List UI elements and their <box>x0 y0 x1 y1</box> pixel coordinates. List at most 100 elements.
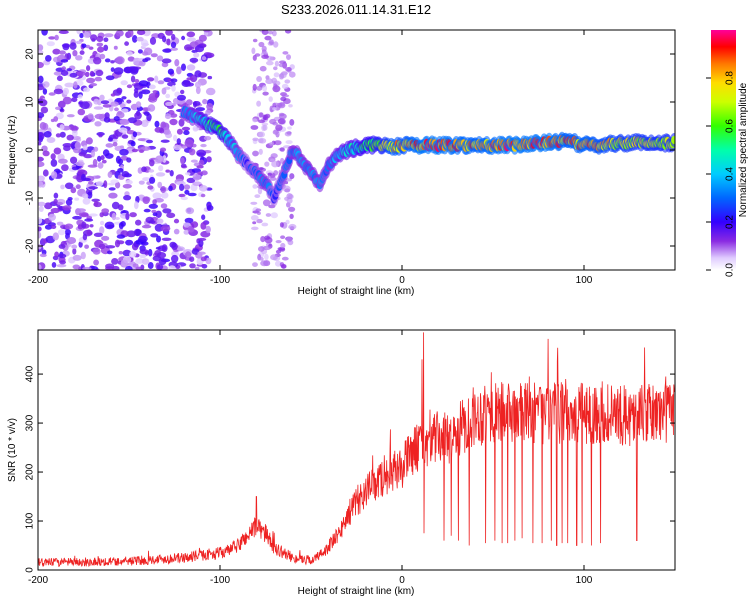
heatmap-noise-blob <box>258 131 265 138</box>
heatmap-noise-blob <box>173 228 180 235</box>
heatmap-noise-blob <box>178 118 185 127</box>
heatmap-noise-blob <box>115 155 121 164</box>
heatmap-noise-blob <box>76 71 86 76</box>
heatmap-noise-blob <box>187 37 196 42</box>
heatmap-noise-blob <box>113 116 120 122</box>
heatmap-noise-blob <box>286 236 293 243</box>
heatmap-noise-blob <box>127 30 134 37</box>
heatmap-noise-blob <box>154 93 159 99</box>
heatmap-noise-blob <box>259 65 267 72</box>
heatmap-noise-blob <box>254 194 261 199</box>
heatmap-noise-blob <box>113 45 118 50</box>
heatmap-noise-blob <box>75 55 83 61</box>
heatmap-noise-blob <box>170 47 178 51</box>
heatmap-noise-blob <box>156 218 164 224</box>
heatmap-noise-blob <box>205 109 212 116</box>
heatmap-noise-blob <box>264 253 269 261</box>
heatmap-noise-blob <box>92 248 101 255</box>
heatmap-noise-blob <box>154 120 160 128</box>
heatmap-noise-blob <box>169 113 178 118</box>
heatmap-noise-blob <box>72 254 82 261</box>
heatmap-noise-blob <box>198 34 207 42</box>
heatmap-noise-blob <box>164 113 172 120</box>
heatmap-noise-blob <box>206 156 212 163</box>
heatmap-noise-blob <box>185 207 195 215</box>
heatmap-noise-blob <box>85 137 93 145</box>
heatmap-noise-blob <box>281 256 289 261</box>
heatmap-noise-blob <box>252 262 258 267</box>
heatmap-noise-blob <box>141 166 147 173</box>
heatmap-noise-blob <box>160 186 167 193</box>
heatmap-noise-blob <box>154 75 159 83</box>
heatmap-noise-blob <box>285 140 293 145</box>
heatmap-noise-blob <box>110 67 115 72</box>
heatmap-noise-blob <box>60 59 69 63</box>
heatmap-noise-blob <box>93 146 99 152</box>
heatmap-noise-blob <box>38 201 46 207</box>
snr-frame <box>37 329 676 571</box>
heatmap-noise-blob <box>262 91 269 96</box>
heatmap-noise-blob <box>38 99 48 107</box>
heatmap-noise-blob <box>103 116 111 123</box>
heatmap-noise-blob <box>38 50 44 55</box>
heatmap-noise-blob <box>127 56 135 62</box>
heatmap-noise-blob <box>79 32 84 39</box>
heatmap-noise-blob <box>186 64 196 71</box>
heatmap-noise-blob <box>194 45 205 53</box>
heatmap-noise-blob <box>252 150 259 157</box>
heatmap-noise-blob <box>72 264 81 270</box>
heatmap-noise-blob <box>53 147 62 155</box>
heatmap-noise-blob <box>82 193 89 199</box>
heatmap-noise-blob <box>66 114 75 118</box>
heatmap-noise-blob <box>38 181 44 188</box>
heatmap-noise-blob <box>200 193 206 198</box>
heatmap-noise-blob <box>95 175 101 179</box>
heatmap-y-tick-label: 10 <box>25 96 36 108</box>
heatmap-noise-blob <box>161 62 169 68</box>
heatmap-noise-blob <box>42 150 50 157</box>
heatmap-noise-blob <box>152 90 158 94</box>
heatmap-noise-blob <box>64 223 74 230</box>
snr-panel: -200 -100 0 100 0 100 200 300 400 Height of str… <box>7 329 676 597</box>
heatmap-noise-blob <box>104 33 114 38</box>
heatmap-noise-blob <box>256 85 263 91</box>
heatmap-y-tick-label: 0 <box>25 147 36 153</box>
heatmap-noise-blob <box>274 60 279 67</box>
heatmap-noise-blob <box>265 78 274 85</box>
heatmap-noise-blob <box>105 153 114 159</box>
heatmap-x-tick-label: 100 <box>576 275 593 286</box>
heatmap-noise-blob <box>289 71 296 78</box>
heatmap-noise-blob <box>110 93 116 97</box>
heatmap-noise-blob <box>141 89 151 95</box>
heatmap-noise-blob <box>100 100 110 105</box>
heatmap-noise-blob <box>92 158 98 167</box>
heatmap-noise-blob <box>135 219 142 226</box>
heatmap-noise-blob <box>132 263 139 268</box>
heatmap-noise-blob <box>272 129 279 135</box>
heatmap-noise-blob <box>197 237 207 241</box>
heatmap-noise-blob <box>194 81 202 89</box>
heatmap-noise-blob <box>261 222 269 227</box>
heatmap-noise-blob <box>138 80 149 87</box>
heatmap-noise-blob <box>205 225 211 234</box>
heatmap-noise-blob <box>40 106 49 114</box>
heatmap-noise-blob <box>93 259 99 266</box>
heatmap-noise-blob <box>192 127 200 131</box>
heatmap-noise-blob <box>46 137 56 143</box>
heatmap-noise-blob <box>279 222 284 228</box>
heatmap-noise-blob <box>138 235 148 243</box>
heatmap-noise-blob <box>120 259 128 268</box>
heatmap-noise-blob <box>275 124 283 131</box>
heatmap-noise-blob <box>279 113 287 120</box>
heatmap-noise-blob <box>80 213 89 217</box>
heatmap-noise-blob <box>39 122 47 130</box>
heatmap-noise-blob <box>185 251 192 259</box>
heatmap-noise-blob <box>126 230 137 238</box>
heatmap-noise-blob <box>138 91 143 99</box>
heatmap-noise-blob <box>274 140 282 146</box>
heatmap-noise-blob <box>85 44 91 49</box>
heatmap-noise-blob <box>80 251 86 260</box>
heatmap-noise-blob <box>62 205 72 211</box>
heatmap-noise-blob <box>118 251 124 255</box>
heatmap-noise-blob <box>250 201 258 205</box>
